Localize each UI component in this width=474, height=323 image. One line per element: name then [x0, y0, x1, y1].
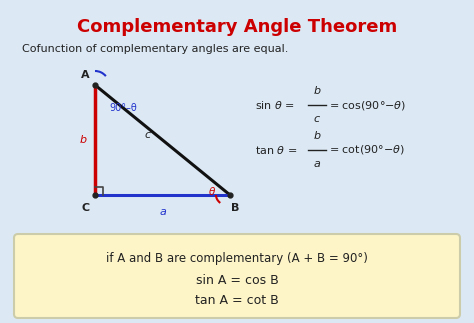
Text: a: a: [314, 159, 320, 169]
Text: Cofunction of complementary angles are equal.: Cofunction of complementary angles are e…: [22, 44, 288, 54]
Text: sin A = cos B: sin A = cos B: [196, 274, 278, 287]
Text: a: a: [159, 207, 166, 217]
FancyBboxPatch shape: [14, 234, 460, 318]
Text: tan A = cot B: tan A = cot B: [195, 294, 279, 307]
Text: if A and B are complementary (A + B = 90°): if A and B are complementary (A + B = 90…: [106, 252, 368, 265]
Text: A: A: [82, 70, 90, 80]
Text: sin $\theta$ =: sin $\theta$ =: [255, 99, 295, 111]
Text: b: b: [80, 135, 87, 145]
Text: b: b: [313, 131, 320, 141]
Text: Complementary Angle Theorem: Complementary Angle Theorem: [77, 18, 397, 36]
Text: θ: θ: [209, 187, 215, 197]
Text: B: B: [231, 203, 239, 213]
Text: b: b: [313, 86, 320, 96]
Text: c: c: [314, 114, 320, 124]
Text: = cot(90°$-\theta$): = cot(90°$-\theta$): [329, 143, 405, 157]
Text: tan $\theta$ =: tan $\theta$ =: [255, 144, 297, 156]
Text: = cos(90°$-\theta$): = cos(90°$-\theta$): [329, 99, 406, 111]
Text: 90°–θ: 90°–θ: [109, 103, 137, 113]
Text: c: c: [145, 130, 151, 140]
Text: C: C: [82, 203, 90, 213]
